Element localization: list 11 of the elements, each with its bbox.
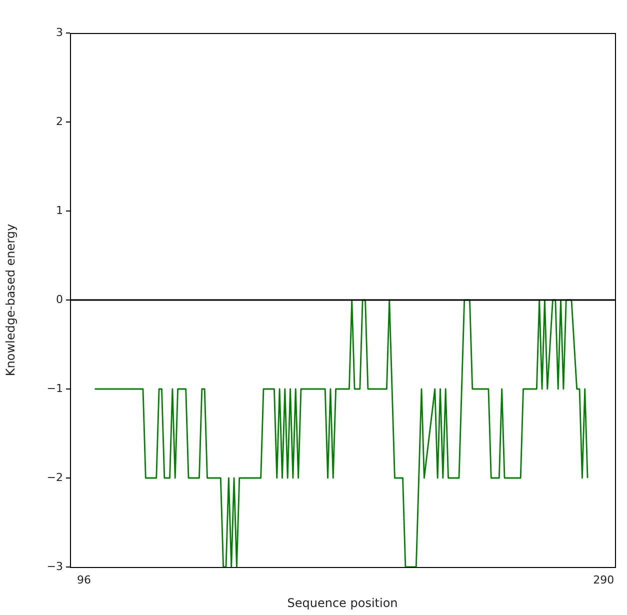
x-tick-label: 96 <box>77 573 92 586</box>
y-tick-label: −2 <box>46 470 63 484</box>
y-tick-label: 0 <box>56 292 63 306</box>
y-tick-label: 3 <box>56 26 63 39</box>
y-tick-label: 1 <box>56 204 63 217</box>
x-tick-label: 290 <box>593 573 614 586</box>
y-axis-title: Knowledge-based energy <box>3 224 18 376</box>
y-tick-label: −1 <box>46 382 63 395</box>
y-tick-label: −3 <box>46 560 63 573</box>
x-axis-title: Sequence position <box>287 596 398 610</box>
y-tick-label: 2 <box>56 114 63 128</box>
